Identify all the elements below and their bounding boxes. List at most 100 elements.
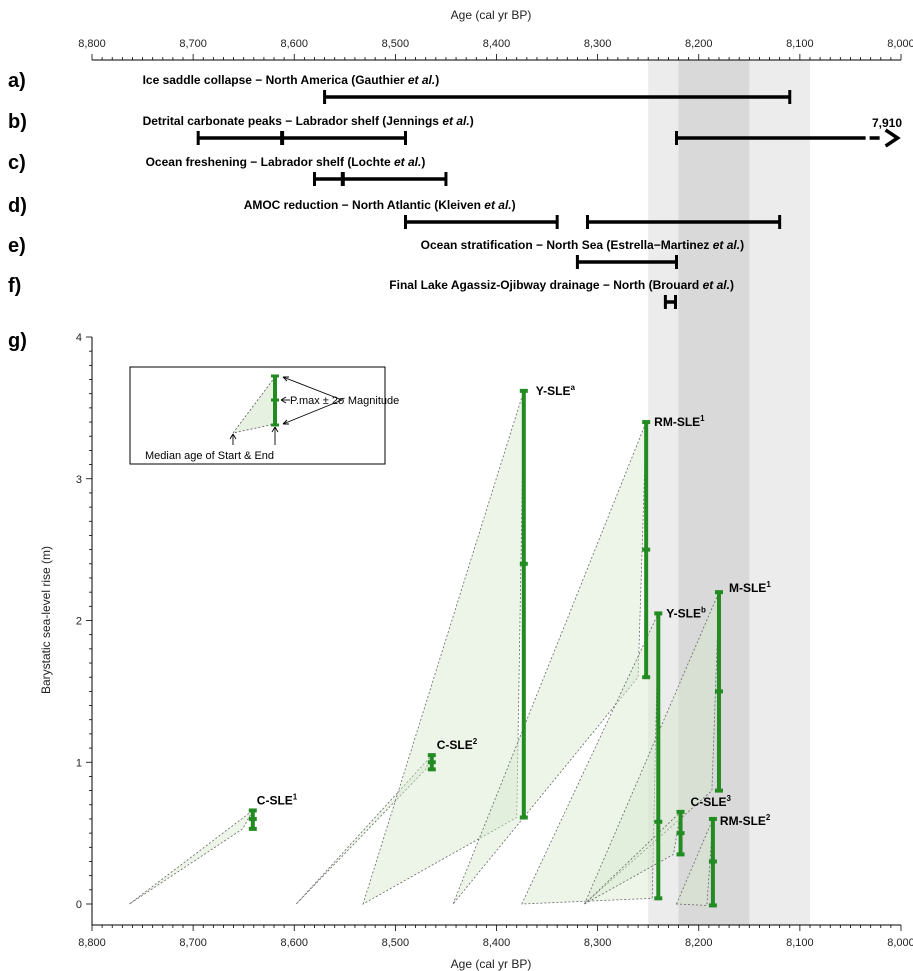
event-label-text: Ocean stratification − North Sea (Estrel…	[421, 238, 713, 252]
event-label-et-al: et al.	[394, 155, 421, 169]
top-axis-title: Age (cal yr BP)	[451, 8, 532, 22]
bottom-tick-label: 8,200	[685, 937, 713, 949]
event-label: Detrital carbonate peaks − Labrador shel…	[143, 114, 474, 128]
event-label: Ocean freshening − Labrador shelf (Locht…	[146, 155, 426, 169]
event-label-close: )	[470, 114, 474, 128]
event-label-close: )	[421, 155, 425, 169]
panel-g-letter: g)	[8, 330, 27, 352]
event-label: Ice saddle collapse − North America (Gau…	[143, 73, 440, 87]
event-panels: a) Ice saddle collapse − North America (G…	[8, 70, 902, 309]
panel-letter: b)	[8, 111, 27, 133]
sle-label: C-SLE1	[257, 792, 298, 807]
event-label-text: Ice saddle collapse − North America (Gau…	[143, 73, 408, 87]
event-label: AMOC reduction − North Atlantic (Kleiven…	[244, 198, 516, 212]
sle-label-superscript: 1	[766, 580, 771, 589]
event-label-close: )	[740, 238, 744, 252]
y-axis: 0 1 2 3 4	[76, 332, 93, 925]
panel-letter: d)	[8, 195, 27, 217]
top-tick-label: 8,200	[685, 38, 713, 50]
top-tick-label: 8,800	[78, 38, 106, 50]
event-label-et-al: et al.	[713, 238, 740, 252]
y-tick-label: 1	[76, 757, 82, 769]
bottom-axis: 8,800 8,700 8,600 8,500 8,400 8,300 8,200 8,100…	[78, 924, 913, 949]
event-label-close: )	[730, 278, 734, 292]
sle-label-text: Y-SLE	[536, 384, 571, 398]
top-tick-label: 8,000	[887, 38, 913, 50]
x-axis-title: Age (cal yr BP)	[451, 957, 532, 971]
shaded-band-dark	[678, 60, 750, 925]
event-label-et-al: et al.	[484, 198, 511, 212]
event-arrow-label: 7,910	[872, 116, 902, 130]
event-continuation-arrow	[884, 128, 901, 148]
sle-label: Y-SLEa	[536, 383, 576, 398]
sle-triangles	[129, 390, 720, 906]
panel-letter: a)	[8, 70, 26, 92]
bottom-tick-label: 8,700	[179, 937, 207, 949]
sle-triangle	[584, 591, 720, 905]
event-label-et-al: et al.	[408, 73, 435, 87]
bottom-tick-label: 8,100	[786, 937, 814, 949]
event-label-et-al: et al.	[442, 114, 469, 128]
sle-label-text: C-SLE	[437, 738, 473, 752]
sle-triangle	[584, 810, 682, 905]
sle-label-text: RM-SLE	[654, 415, 700, 429]
sle-triangle	[129, 810, 254, 905]
event-label-close: )	[512, 198, 516, 212]
sle-label-text: C-SLE	[257, 793, 293, 807]
sle-label-superscript: 1	[700, 414, 705, 423]
bottom-tick-label: 8,000	[887, 937, 913, 949]
event-label: Ocean stratification − North Sea (Estrel…	[421, 238, 744, 252]
legend-inset-magnitude-label: P.max ± 2σ Magnitude	[290, 395, 399, 407]
legend-inset: P.max ± 2σ Magnitude Median age of Start…	[129, 366, 399, 465]
panel-letter: c)	[8, 152, 26, 174]
event-label-close: )	[435, 73, 439, 87]
sle-triangle	[675, 818, 714, 906]
sle-label-text: M-SLE	[729, 581, 766, 595]
sle-label-superscript: b	[701, 605, 706, 614]
panel-letter: e)	[8, 235, 26, 257]
sle-label: C-SLE3	[691, 794, 732, 809]
top-tick-label: 8,500	[382, 38, 410, 50]
shaded-bands	[648, 60, 810, 925]
legend-inset-age-label: Median age of Start & End	[145, 450, 274, 462]
sle-label-superscript: a	[570, 383, 575, 392]
sle-label: M-SLE1	[729, 580, 771, 595]
sle-triangle	[521, 613, 659, 905]
sle-label-text: C-SLE	[691, 795, 727, 809]
bottom-tick-label: 8,300	[584, 937, 612, 949]
top-axis: 8,800 8,700 8,600 8,500 8,400 8,300 8,200 8,100…	[78, 38, 913, 61]
sle-label-superscript: 1	[293, 792, 298, 801]
top-tick-label: 8,700	[179, 38, 207, 50]
sle-label: RM-SLE2	[720, 813, 771, 828]
sle-label-text: Y-SLE	[666, 606, 701, 620]
event-label-et-al: et al.	[703, 278, 730, 292]
y-tick-label: 2	[76, 616, 82, 628]
bottom-tick-label: 8,500	[382, 937, 410, 949]
sle-triangle	[362, 390, 525, 905]
top-tick-label: 8,600	[280, 38, 308, 50]
bottom-tick-label: 8,600	[280, 937, 308, 949]
top-tick-label: 8,400	[483, 38, 511, 50]
legend-inset-arrows	[229, 376, 343, 445]
panel-letter: f)	[8, 275, 21, 297]
event-label-text: Detrital carbonate peaks − Labrador shel…	[143, 114, 443, 128]
sle-label-superscript: 2	[766, 813, 771, 822]
event-label-text: Final Lake Agassiz-Ojibway drainage − No…	[389, 278, 702, 292]
top-tick-label: 8,100	[786, 38, 814, 50]
sle-label: C-SLE2	[437, 737, 478, 752]
sle-label: Y-SLEb	[666, 605, 706, 620]
event-label: Final Lake Agassiz-Ojibway drainage − No…	[389, 278, 734, 292]
bottom-tick-label: 8,400	[483, 937, 511, 949]
sle-bars: C-SLE1C-SLE2Y-SLEaRM-SLE1Y-SLEbM-SLE1C-S…	[248, 383, 771, 908]
y-tick-label: 4	[76, 332, 82, 344]
top-tick-label: 8,300	[584, 38, 612, 50]
y-tick-label: 3	[76, 474, 82, 486]
sle-label-superscript: 2	[473, 737, 478, 746]
sle-label-text: RM-SLE	[720, 814, 766, 828]
sle-triangle	[452, 421, 647, 905]
sle-label-superscript: 3	[727, 794, 732, 803]
event-label-text: Ocean freshening − Labrador shelf (Locht…	[146, 155, 394, 169]
event-label-text: AMOC reduction − North Atlantic (Kleiven	[244, 198, 485, 212]
bottom-tick-label: 8,800	[78, 937, 106, 949]
